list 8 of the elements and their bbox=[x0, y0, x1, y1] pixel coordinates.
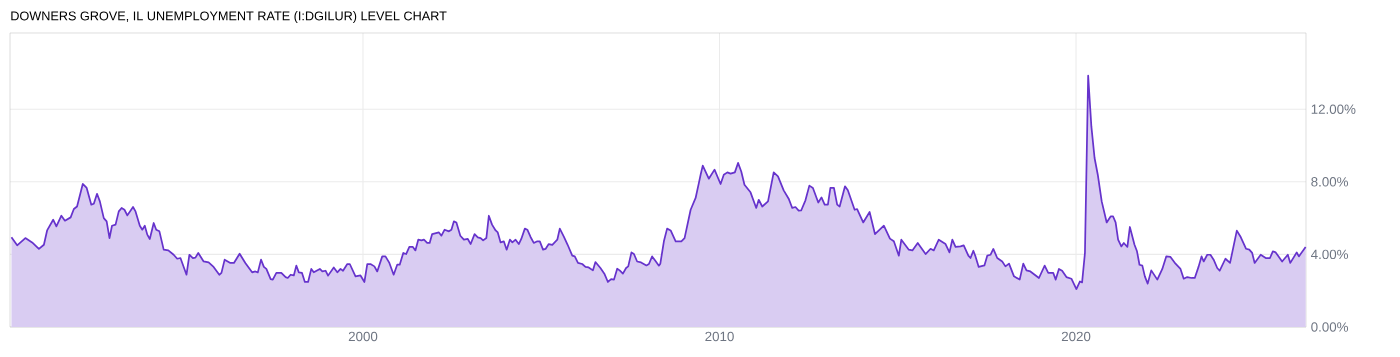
chart-title: DOWNERS GROVE, IL UNEMPLOYMENT RATE (I:DGILUR) LEVEL CHART bbox=[11, 11, 447, 23]
y-tick-label: 12.00% bbox=[1311, 104, 1356, 114]
y-tick-label: 0.00% bbox=[1311, 322, 1349, 332]
x-tick-label: 2010 bbox=[705, 331, 734, 342]
x-tick-label: 2000 bbox=[348, 331, 378, 342]
x-tick-label: 2020 bbox=[1061, 331, 1091, 342]
y-tick-label: 4.00% bbox=[1311, 249, 1349, 260]
y-tick-label: 8.00% bbox=[1311, 177, 1349, 187]
